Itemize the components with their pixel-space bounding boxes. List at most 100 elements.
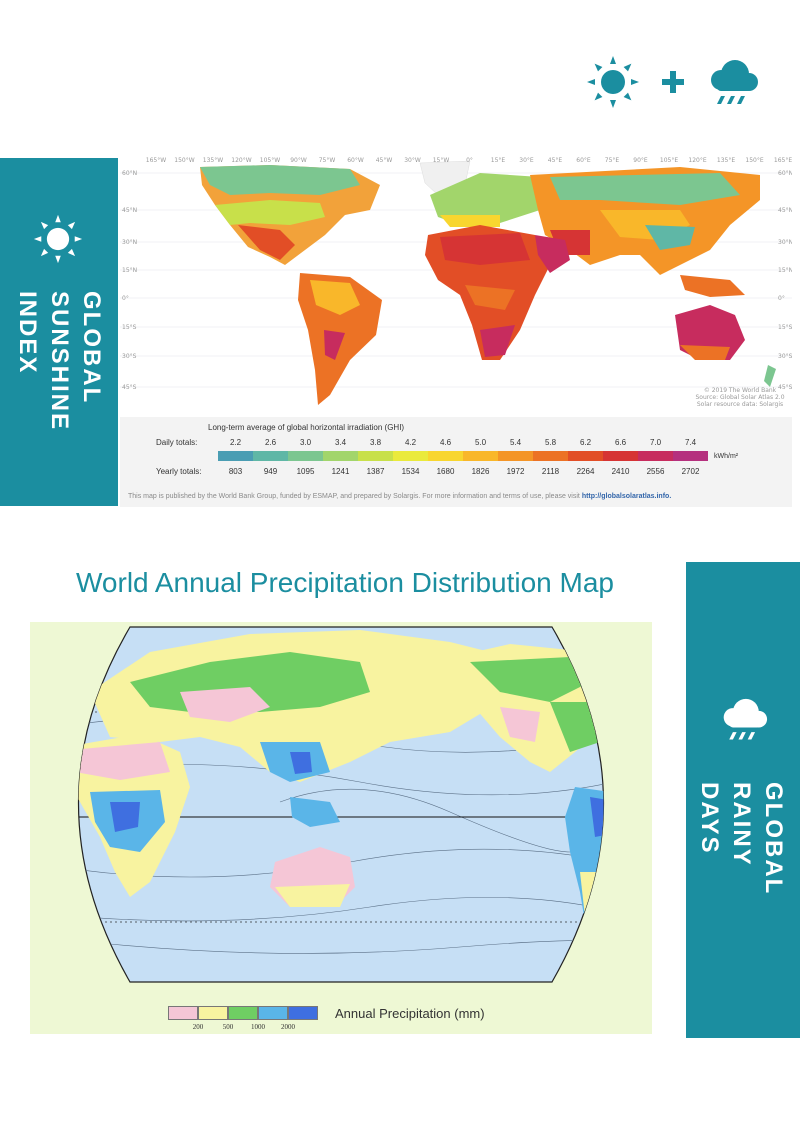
rainy-label-line-1: GLOBAL bbox=[760, 782, 787, 896]
colorbar-swatch bbox=[603, 451, 638, 461]
latitude-label: 45°N bbox=[122, 207, 137, 214]
latitude-label: 60°N bbox=[122, 170, 137, 177]
colorbar-swatch bbox=[253, 451, 288, 461]
sunshine-label-line-1: GLOBAL bbox=[78, 291, 105, 405]
daily-total-value: 3.8 bbox=[369, 438, 382, 447]
yearly-total-value: 2264 bbox=[576, 467, 595, 476]
sun-icon bbox=[587, 56, 639, 108]
daily-totals-values: 2.2 2.6 3.0 3.4 3.8 4.2 4.6 5.0 5.4 5.8 6.2 6.6 7.0 7… bbox=[218, 438, 708, 448]
yearly-totals-values: 803 949 1095 1241 1387 1534 1680 1826 1972 2118 22… bbox=[218, 467, 708, 477]
yearly-total-value: 949 bbox=[263, 467, 278, 476]
colorbar-swatch bbox=[638, 451, 673, 461]
yearly-total-value: 1241 bbox=[331, 467, 350, 476]
daily-total-value: 6.6 bbox=[614, 438, 627, 447]
latitude-label: 30°N bbox=[778, 239, 792, 246]
precipitation-legend-tick: 2000 bbox=[281, 1023, 295, 1031]
yearly-total-value: 803 bbox=[228, 467, 243, 476]
legend-title: Long-term average of global horizontal i… bbox=[208, 423, 405, 432]
yearly-total-value: 1534 bbox=[401, 467, 420, 476]
daily-total-value: 6.2 bbox=[579, 438, 592, 447]
colorbar-swatch bbox=[498, 451, 533, 461]
precipitation-legend-swatch bbox=[228, 1006, 258, 1020]
yearly-totals-label: Yearly totals: bbox=[156, 467, 202, 476]
longitude-label: 45°W bbox=[376, 157, 393, 164]
latitude-label: 45°S bbox=[778, 384, 792, 391]
precipitation-legend: 200 500 1000 2000 bbox=[168, 1006, 328, 1036]
latitude-label: 15°N bbox=[778, 267, 792, 274]
longitude-label: 105°W bbox=[260, 157, 280, 164]
daily-total-value: 5.8 bbox=[544, 438, 557, 447]
latitude-label: 15°N bbox=[122, 267, 137, 274]
longitude-label: 165°W bbox=[146, 157, 166, 164]
yearly-total-value: 2702 bbox=[681, 467, 700, 476]
latitude-label: 45°S bbox=[122, 384, 137, 391]
longitude-label: 90°E bbox=[633, 157, 648, 164]
colorbar-swatch bbox=[533, 451, 568, 461]
longitude-label: 120°E bbox=[688, 157, 706, 164]
colorbar-swatch bbox=[323, 451, 358, 461]
daily-total-value: 4.6 bbox=[439, 438, 452, 447]
daily-total-value: 5.0 bbox=[474, 438, 487, 447]
precipitation-legend-swatch bbox=[258, 1006, 288, 1020]
latitude-label: 30°N bbox=[122, 239, 137, 246]
colorbar-swatch bbox=[218, 451, 253, 461]
latitude-label: 15°S bbox=[122, 324, 137, 331]
attribution-line-3: Solar resource data: Solargis bbox=[697, 401, 783, 408]
yearly-total-value: 1972 bbox=[506, 467, 525, 476]
rainy-days-band: GLOBAL RAINY DAYS bbox=[686, 562, 800, 1038]
yearly-total-value: 2556 bbox=[646, 467, 665, 476]
rain-cloud-icon bbox=[723, 698, 768, 740]
longitude-label: 30°E bbox=[519, 157, 534, 164]
sunshine-index-band: GLOBAL SUNSHINE INDEX bbox=[0, 158, 118, 506]
yearly-total-value: 2118 bbox=[541, 467, 560, 476]
irradiation-colorbar bbox=[218, 451, 708, 461]
latitude-label: 60°N bbox=[778, 170, 792, 177]
plus-icon bbox=[662, 71, 684, 93]
credit-link[interactable]: http://globalsolaratlas.info. bbox=[581, 493, 672, 500]
latitude-label: 15°S bbox=[778, 324, 792, 331]
longitude-label: 150°E bbox=[745, 157, 763, 164]
longitude-label: 75°W bbox=[319, 157, 336, 164]
colorbar-swatch bbox=[288, 451, 323, 461]
precipitation-legend-label: Annual Precipitation (mm) bbox=[335, 1006, 485, 1021]
rain-cloud-icon bbox=[711, 60, 758, 104]
colorbar-swatch bbox=[568, 451, 603, 461]
daily-total-value: 7.4 bbox=[684, 438, 697, 447]
longitude-label: 45°E bbox=[548, 157, 563, 164]
longitude-label: 135°E bbox=[717, 157, 735, 164]
attribution-line-2: Source: Global Solar Atlas 2.0 bbox=[695, 394, 784, 401]
colorbar-swatch bbox=[393, 451, 428, 461]
longitude-label: 15°W bbox=[433, 157, 450, 164]
latitude-label: 30°S bbox=[122, 353, 137, 360]
daily-total-value: 3.4 bbox=[334, 438, 347, 447]
daily-total-value: 7.0 bbox=[649, 438, 662, 447]
longitude-label: 105°E bbox=[660, 157, 678, 164]
precipitation-legend-swatch bbox=[198, 1006, 228, 1020]
colorbar-swatch bbox=[428, 451, 463, 461]
colorbar-swatch bbox=[358, 451, 393, 461]
longitude-label: 165°E bbox=[774, 157, 792, 164]
longitude-label: 15°E bbox=[491, 157, 506, 164]
daily-total-value: 5.4 bbox=[509, 438, 522, 447]
precipitation-map-panel: 200 500 1000 2000 Annual Precipitation (mm) bbox=[30, 622, 652, 1034]
precipitation-legend-tick: 200 bbox=[192, 1023, 204, 1031]
longitude-label: 75°E bbox=[605, 157, 620, 164]
precipitation-map-title: World Annual Precipitation Distribution … bbox=[76, 567, 614, 598]
latitude-label: 45°N bbox=[778, 207, 792, 214]
precipitation-legend-tick: 500 bbox=[222, 1023, 234, 1031]
longitude-label: 135°W bbox=[203, 157, 223, 164]
daily-total-value: 2.6 bbox=[264, 438, 277, 447]
longitude-label: 60°W bbox=[347, 157, 364, 164]
unit-label: kWh/m² bbox=[714, 453, 739, 460]
daily-totals-label: Daily totals: bbox=[156, 438, 198, 447]
yearly-total-value: 1826 bbox=[471, 467, 490, 476]
longitude-label: 0° bbox=[466, 157, 473, 164]
daily-total-value: 2.2 bbox=[229, 438, 242, 447]
rainy-label-line-3: DAYS bbox=[696, 782, 723, 855]
attribution-line-1: © 2019 The World Bank bbox=[704, 387, 777, 394]
precipitation-map bbox=[77, 626, 605, 983]
map-credit: This map is published by the World Bank … bbox=[128, 493, 671, 500]
precipitation-legend-swatch bbox=[288, 1006, 318, 1020]
longitude-label: 90°W bbox=[290, 157, 307, 164]
latitude-label: 0° bbox=[778, 295, 785, 302]
